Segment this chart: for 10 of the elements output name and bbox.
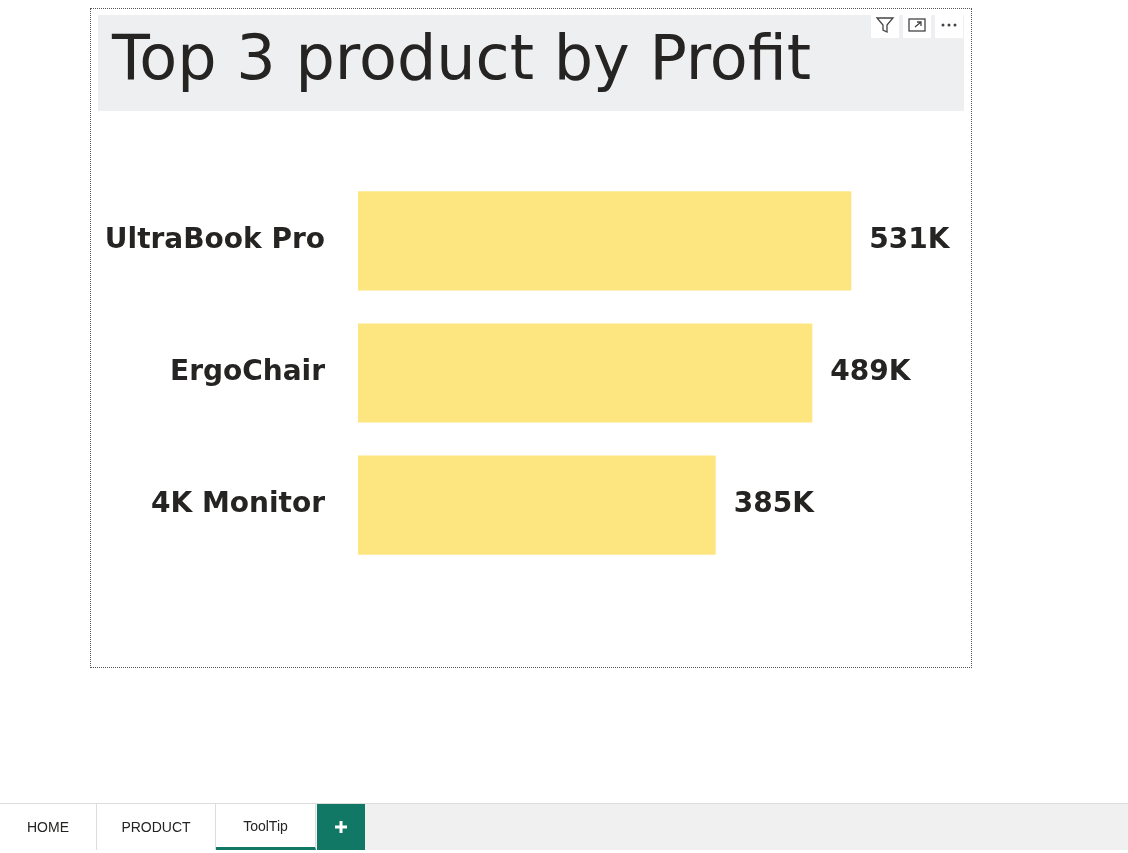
chart-title: Top 3 product by Profit bbox=[112, 21, 812, 94]
y-tick-label: UltraBook Pro bbox=[104, 222, 325, 256]
text: PRODUCT bbox=[97, 804, 216, 850]
text: HOME bbox=[0, 804, 97, 850]
text: ToolTip bbox=[216, 804, 316, 850]
y-tick-label: ErgoChair bbox=[170, 354, 326, 388]
data-label: 385K bbox=[733, 486, 816, 520]
data-label: 531K bbox=[869, 222, 951, 256]
y-tick-label: 4K Monitor bbox=[151, 486, 326, 520]
data-label: 489K bbox=[830, 354, 912, 388]
